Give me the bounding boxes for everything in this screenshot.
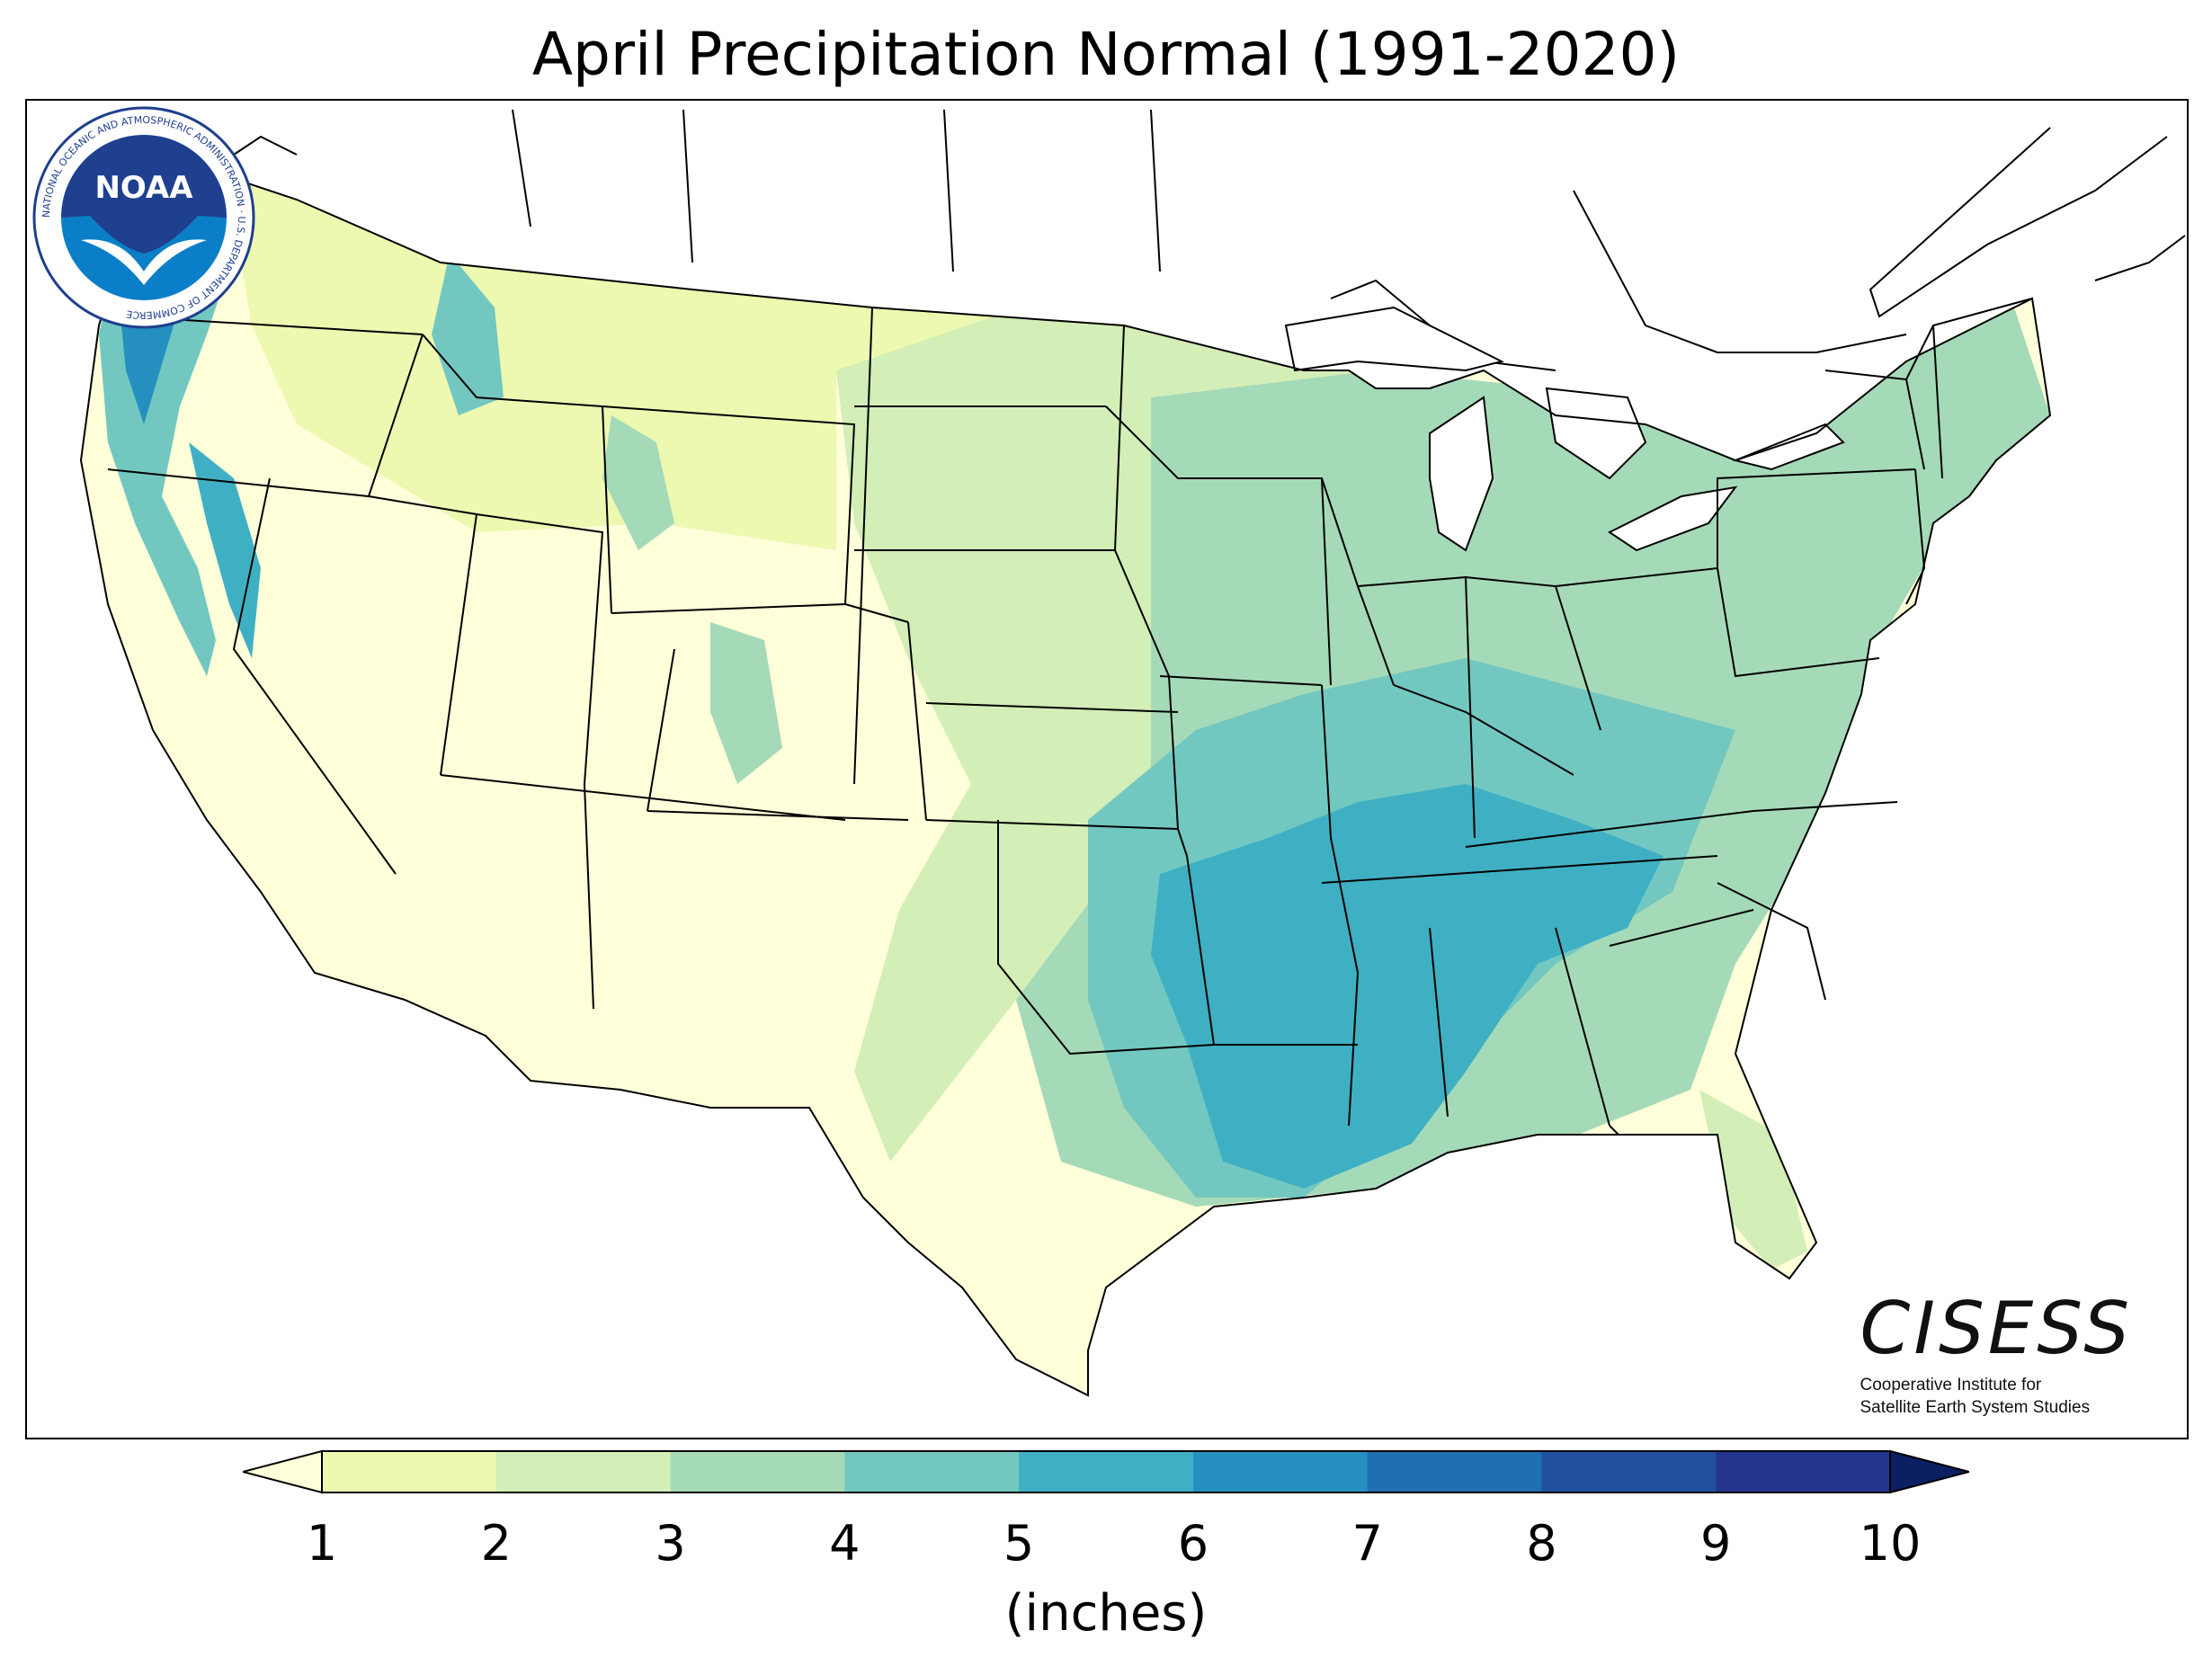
colorbar-tick-label: 9 [1700,1515,1732,1572]
colorbar-tick-label: 5 [1003,1515,1035,1572]
colorbar-cell [495,1451,672,1492]
cisess-logo-line2: Satellite Earth System Studies [1860,1398,2091,1418]
colorbar-tick-label: 6 [1177,1515,1209,1572]
noaa-logo: NOAA NATIONAL OCEANIC AND ATMOSPHERIC AD… [32,106,255,329]
colorbar-tick-label: 10 [1859,1515,1922,1572]
colorbar-cell [322,1451,497,1492]
precipitation-map [79,109,2186,1397]
canada-outlines [188,109,2186,371]
colorbar-cell [1367,1451,1542,1492]
map-title: April Precipitation Normal (1991-2020) [531,20,1681,89]
colorbar-cells [322,1451,1891,1492]
colorbar-cell [670,1451,845,1492]
colorbar [243,1449,1969,1494]
colorbar-unit-label: (inches) [1004,1584,1208,1643]
colorbar-tick-label: 7 [1351,1515,1383,1572]
great-lakes [1284,306,1845,552]
colorbar-cell [1541,1451,1717,1492]
colorbar-tick-label: 1 [306,1515,338,1572]
map-frame: NOAA NATIONAL OCEANIC AND ATMOSPHERIC AD… [25,99,2189,1439]
colorbar-cell [1019,1451,1194,1492]
colorbar-tick-label: 3 [655,1515,686,1572]
cisess-logo: CISESS Cooperative Institute for Satelli… [1860,1286,2134,1420]
noaa-logo-word: NOAA [94,170,193,206]
colorbar-tick-label: 2 [480,1515,512,1572]
colorbar-extend-over [1889,1449,1969,1494]
colorbar-tick-label: 8 [1526,1515,1557,1572]
colorbar-cell [844,1451,1020,1492]
colorbar-cell [1716,1451,1891,1492]
cisess-logo-line1: Cooperative Institute for [1860,1375,2042,1394]
cisess-logo-word: CISESS [1860,1286,2133,1370]
colorbar-cell [1192,1451,1369,1492]
colorbar-extend-under [243,1449,323,1494]
colorbar-tick-label: 4 [829,1515,861,1572]
precipitation-fill [81,164,2050,1395]
